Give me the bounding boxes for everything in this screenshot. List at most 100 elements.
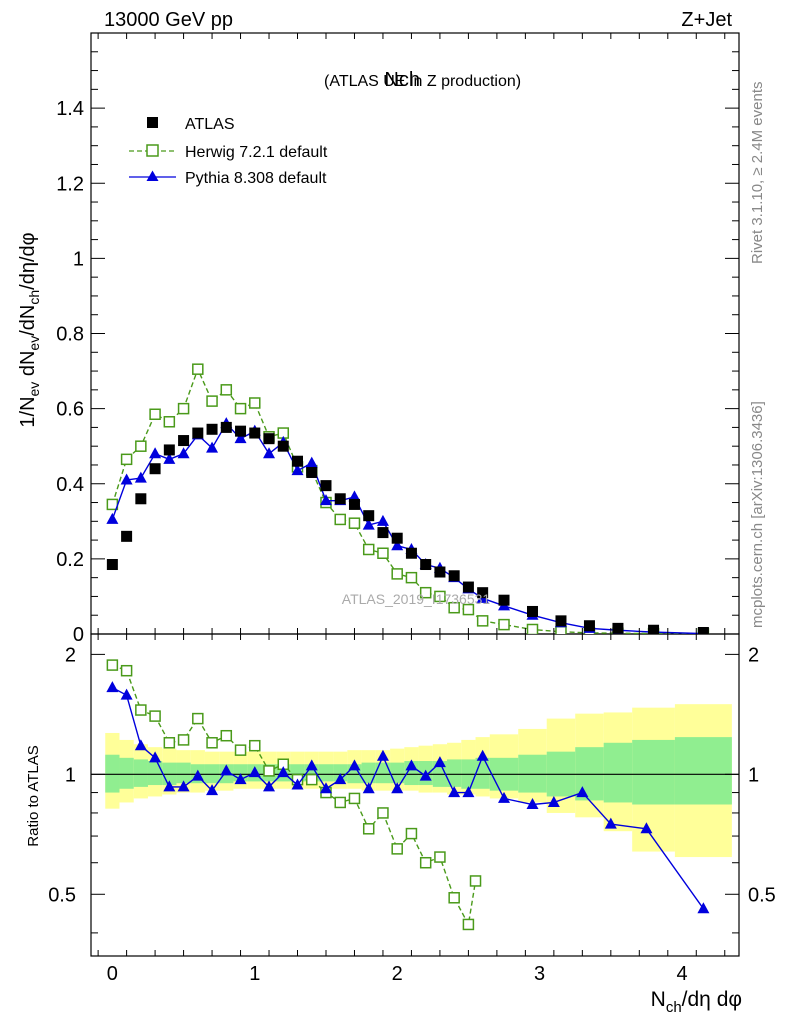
main-pythia-point <box>206 441 219 453</box>
ratio-pythia-point <box>191 769 204 781</box>
x-tick-label: 1 <box>249 963 260 985</box>
ratio-pythia-point <box>476 749 489 761</box>
ratio-herwig-point <box>220 729 233 742</box>
main-atlas-point <box>697 626 709 634</box>
main-pythia-point <box>305 456 318 468</box>
main-pythia-point <box>348 490 361 502</box>
ratio-herwig-point <box>469 875 482 887</box>
process-label: Z+Jet <box>681 9 732 31</box>
main-herwig-point <box>192 363 204 375</box>
main-atlas-point <box>163 444 175 456</box>
main-pythia-point <box>163 452 176 464</box>
main-atlas-point <box>334 493 346 505</box>
main-atlas-point <box>277 440 289 452</box>
main-pythia-point <box>291 464 304 476</box>
main-atlas-point <box>106 559 118 571</box>
band-stat-bin <box>147 761 163 786</box>
rivet-version-label: Rivet 3.1.10, ≥ 2.4M events <box>749 82 766 265</box>
ratio-herwig-point <box>234 744 247 756</box>
main-atlas-point <box>583 620 595 632</box>
main-herwig-point <box>149 408 161 421</box>
ratio-herwig-point <box>192 712 204 725</box>
main-y-tick-label: 0.6 <box>56 399 84 421</box>
main-atlas-point <box>526 605 538 617</box>
band-stat-bin <box>119 757 134 789</box>
ratio-herwig-point <box>149 710 161 722</box>
main-y-tick-label-zero: 0 <box>73 624 84 646</box>
mcplots-reference-label: mcplots.cern.ch [arXiv:1306.3436] <box>749 401 766 628</box>
main-herwig-point <box>377 547 389 559</box>
ratio-herwig-point <box>377 807 389 819</box>
ratio-herwig-point <box>106 659 119 671</box>
ratio-series-group <box>106 659 710 931</box>
ratio-y-tick-label-right: 0.5 <box>748 884 776 906</box>
main-atlas-point <box>391 532 403 544</box>
main-pythia-point <box>120 473 133 485</box>
ratio-pythia-point <box>640 822 653 834</box>
ratio-pythia-point <box>106 681 119 693</box>
main-herwig-point <box>462 603 475 616</box>
main-y-tick-label: 1.2 <box>56 173 84 195</box>
main-herwig-point <box>419 586 432 599</box>
ratio-pythia-point <box>391 782 404 794</box>
main-atlas-point <box>555 615 567 627</box>
ratio-pythia-point <box>462 786 475 798</box>
svg-text:Nch/dη dφ: Nch/dη dφ <box>651 988 742 1016</box>
ratio-pythia-point <box>604 817 617 829</box>
x-tick-label: 4 <box>676 963 687 985</box>
main-herwig-point <box>476 615 489 627</box>
ratio-herwig-point <box>405 827 418 840</box>
ratio-herwig-point <box>263 765 275 777</box>
band-stat-bin <box>133 759 148 787</box>
ratio-herwig-point <box>334 796 346 809</box>
plot-title: Nch <box>384 69 420 91</box>
band-stat-bin <box>447 759 462 787</box>
main-herwig-point <box>434 590 446 603</box>
main-pythia-point <box>319 494 332 506</box>
main-atlas-point <box>235 425 247 437</box>
ratio-pythia-point <box>120 688 133 700</box>
band-stat-bin <box>518 754 547 793</box>
band-stat-bin <box>475 757 490 789</box>
svg-text:1/Nev dNev/dNch/dη/dφ: 1/Nev dNev/dNch/dη/dφ <box>17 232 42 427</box>
main-pythia-point <box>149 447 162 459</box>
main-herwig-point <box>362 543 375 556</box>
ratio-pythia-point <box>305 759 318 771</box>
x-tick-label: 3 <box>534 963 545 985</box>
ratio-pythia-point <box>547 795 560 807</box>
main-atlas-point <box>612 622 624 634</box>
legend-herwig-label: Herwig 7.2.1 default <box>185 144 328 161</box>
main-atlas-point <box>178 435 190 447</box>
ratio-y-tick-label-left: 0.5 <box>48 884 76 906</box>
ratio-y-tick-label-left: 2 <box>65 644 76 666</box>
main-y-tick-label: 0.2 <box>56 549 84 571</box>
ratio-pythia-point <box>263 780 276 792</box>
ratio-pythia-point <box>149 751 162 763</box>
main-herwig-point <box>405 571 418 584</box>
data-series <box>106 363 710 931</box>
main-herwig-point <box>498 618 510 631</box>
main-herwig-point <box>391 568 403 580</box>
band-stat-bin <box>674 737 732 805</box>
main-herwig-point <box>448 601 460 614</box>
legend: ATLAS Herwig 7.2.1 default Pythia 8.308 … <box>129 116 328 187</box>
ratio-pythia-point <box>576 786 589 798</box>
ratio-pythia-point <box>433 756 446 768</box>
main-pythia-point <box>391 539 404 551</box>
ratio-herwig-point <box>163 737 176 749</box>
main-herwig-point <box>135 440 147 452</box>
ratio-herwig-point <box>120 664 133 677</box>
main-atlas-point <box>348 498 360 510</box>
ratio-pythia-point <box>405 759 418 771</box>
band-stat-bin <box>375 762 391 784</box>
ratio-y-axis-label: Ratio to ATLAS <box>25 745 42 846</box>
main-herwig-point <box>177 402 190 415</box>
main-atlas-point <box>498 594 510 606</box>
band-stat-bin <box>632 739 675 805</box>
ratio-pythia-point <box>234 773 247 785</box>
main-pythia-point <box>177 447 190 459</box>
ratio-pythia-point <box>376 749 389 761</box>
ratio-herwig-point <box>249 739 261 752</box>
main-atlas-point <box>377 527 389 539</box>
